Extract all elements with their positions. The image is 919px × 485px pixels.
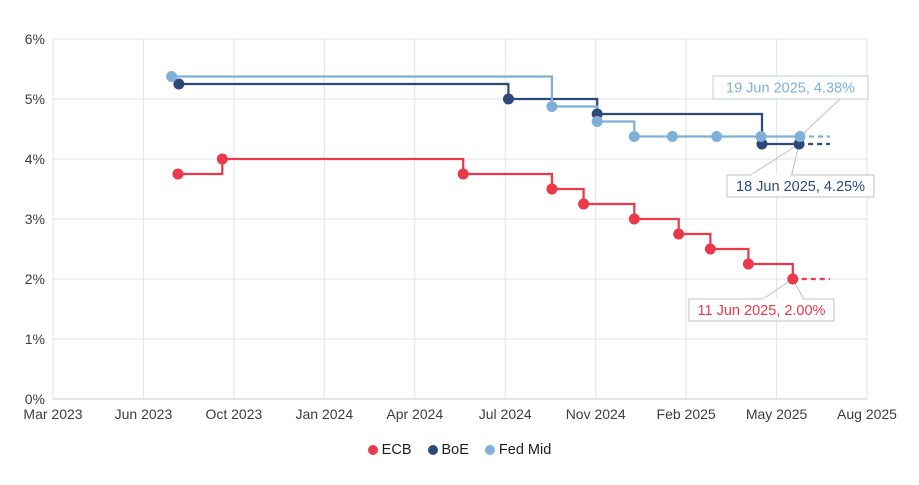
series-markers [166, 71, 806, 285]
data-point-fed-mid [591, 116, 603, 127]
data-point-boe [173, 78, 185, 90]
y-tick-label: 4% [25, 151, 45, 167]
annotation-text-ecb: 11 Jun 2025, 2.00% [698, 303, 826, 319]
data-point-fed-mid [628, 131, 640, 142]
legend-dot-icon [427, 445, 438, 455]
x-tick-label: Jun 2023 [115, 406, 173, 422]
annotation-boxes [688, 75, 875, 322]
data-point-ecb [457, 168, 469, 180]
legend-dot-icon [367, 445, 378, 455]
series-line-boe [178, 82, 800, 146]
data-point-fed-mid [546, 101, 558, 112]
y-tick-label: 5% [25, 91, 45, 107]
x-tick-label: Jan 2024 [296, 406, 354, 422]
annotation-pointer-ecb [762, 278, 794, 300]
chart-legend: ECB BoE Fed Mid [0, 442, 919, 458]
legend-dot-icon [484, 445, 495, 455]
annotation-box-fed-mid [712, 75, 869, 100]
x-tick-label: Apr 2024 [386, 406, 443, 422]
data-point-ecb [628, 213, 640, 225]
data-point-fed-mid [666, 131, 678, 142]
data-point-ecb [742, 258, 754, 270]
y-tick-label: 0% [25, 391, 45, 407]
data-point-fed-mid [755, 131, 767, 142]
legend-item-ecb: ECB [367, 442, 412, 458]
data-point-ecb [216, 153, 228, 165]
y-tick-label: 3% [25, 211, 45, 227]
x-tick-label: Aug 2025 [837, 406, 897, 422]
annotation-leader-fed-mid [799, 98, 841, 137]
x-tick-label: Jul 2024 [479, 406, 532, 422]
x-tick-label: Nov 2024 [566, 406, 626, 422]
x-axis-labels: Mar 2023 Jun 2023 Oct 2023 Jan 2024 Apr 2024… [23, 406, 897, 422]
data-point-fed-mid [711, 131, 723, 142]
y-tick-label: 2% [25, 271, 45, 287]
annotation-pointer-boe [750, 143, 800, 176]
annotation-texts: 19 Jun 2025, 4.38% 18 Jun 2025, 4.25% 11 J… [698, 81, 866, 320]
legend-label: BoE [441, 442, 469, 458]
x-tick-label: Feb 2025 [657, 406, 716, 422]
data-point-ecb [578, 198, 590, 210]
data-point-fed-mid [166, 71, 178, 82]
data-point-ecb [673, 228, 685, 240]
data-point-fed-mid [794, 131, 806, 142]
data-point-ecb [787, 273, 799, 285]
legend-label: ECB [381, 442, 412, 458]
data-point-ecb [172, 168, 184, 180]
annotation-text-fed-mid: 19 Jun 2025, 4.38% [726, 81, 855, 97]
y-tick-label: 6% [25, 31, 45, 47]
legend-label: Fed Mid [498, 442, 552, 458]
annotation-box-ecb [688, 298, 835, 322]
x-tick-label: Oct 2023 [205, 406, 262, 422]
y-axis-labels: 0% 1% 2% 3% 4% 5% 6% [25, 31, 45, 407]
legend-item-fed-mid: Fed Mid [484, 442, 552, 458]
data-point-boe [502, 93, 514, 105]
y-tick-label: 1% [25, 331, 45, 347]
annotation-text-boe: 18 Jun 2025, 4.25% [736, 179, 865, 195]
x-tick-label: Mar 2023 [23, 406, 82, 422]
annotation-connectors [750, 98, 841, 300]
series-line-fed-mid [171, 75, 800, 138]
series-line-ecb [178, 157, 794, 279]
legend-item-boe: BoE [427, 442, 469, 458]
data-point-ecb [704, 243, 716, 255]
data-point-ecb [546, 183, 558, 195]
annotation-box-boe [726, 174, 875, 198]
x-tick-label: May 2025 [746, 406, 808, 422]
